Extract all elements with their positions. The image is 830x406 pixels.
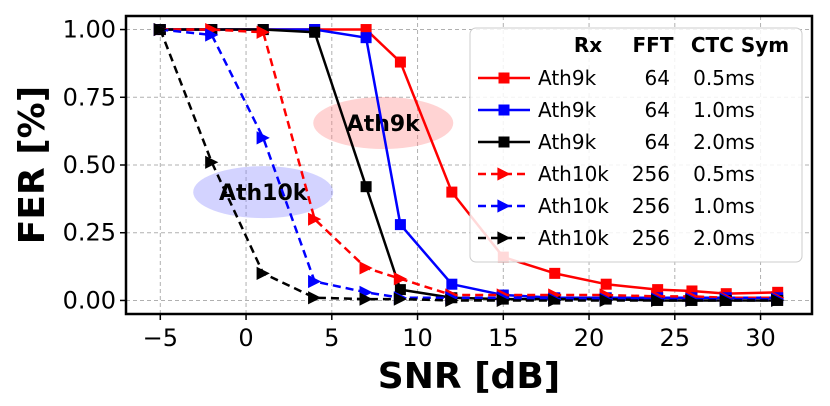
data-point xyxy=(686,285,698,297)
data-point xyxy=(498,104,510,116)
data-point xyxy=(599,293,613,308)
data-point xyxy=(497,231,511,245)
data-point xyxy=(393,272,407,286)
legend-rx: Ath9k xyxy=(538,130,597,154)
data-point xyxy=(256,131,270,145)
legend-fft: 64 xyxy=(645,98,670,122)
legend-ctc: 2.0ms xyxy=(693,226,755,250)
data-point xyxy=(685,293,699,308)
data-point xyxy=(359,261,373,275)
data-point xyxy=(497,199,511,213)
data-point xyxy=(205,28,219,42)
legend-rx: Ath10k xyxy=(538,194,609,218)
data-point xyxy=(393,292,407,306)
legend-fft: 64 xyxy=(645,130,670,154)
data-point xyxy=(308,291,322,305)
legend-ctc: 1.0ms xyxy=(693,98,755,122)
legend-header-cell: Rx xyxy=(574,33,602,57)
data-point xyxy=(600,278,612,290)
annotation-label: Ath10k xyxy=(219,181,309,206)
ticks: −5 0 5 10 15 20 25 30 0.00 0.25 0.50 0.75 1.00 xyxy=(63,16,776,352)
legend-fft: 256 xyxy=(632,162,670,186)
data-point xyxy=(394,284,406,296)
legend-header-cell: FFT xyxy=(633,33,674,57)
legend-rx: Ath9k xyxy=(538,98,597,122)
data-point xyxy=(394,56,406,68)
series-ath10k-256-2-0ms xyxy=(153,22,785,308)
data-point xyxy=(651,293,665,308)
data-point xyxy=(256,25,270,39)
data-point xyxy=(548,293,562,308)
data-point xyxy=(153,22,167,37)
legend-fft: 256 xyxy=(632,194,670,218)
y-axis-label: FER [%] xyxy=(12,86,53,244)
y-tick-label: 0.25 xyxy=(63,219,116,247)
data-point xyxy=(771,293,785,308)
x-tick-label: 0 xyxy=(238,324,253,352)
x-tick-label: 20 xyxy=(574,324,605,352)
data-point xyxy=(309,26,321,38)
legend-ctc: 2.0ms xyxy=(693,130,755,154)
y-tick-label: 0.50 xyxy=(63,151,116,179)
x-tick-label: 30 xyxy=(745,324,776,352)
data-point xyxy=(498,136,510,148)
y-tick-label: 1.00 xyxy=(63,16,116,44)
y-tick-label: 0.75 xyxy=(63,83,116,111)
legend-fft: 64 xyxy=(645,66,670,90)
data-point xyxy=(256,266,270,280)
data-point xyxy=(496,293,510,308)
data-point xyxy=(308,212,322,226)
data-point xyxy=(205,155,219,169)
data-point xyxy=(652,284,664,296)
data-point xyxy=(360,24,372,36)
data-point xyxy=(498,72,510,84)
x-tick-label: 15 xyxy=(488,324,519,352)
x-tick-label: −5 xyxy=(143,324,178,352)
legend-ctc: 1.0ms xyxy=(693,194,755,218)
x-axis-label: SNR [dB] xyxy=(378,356,560,397)
legend-ctc: 0.5ms xyxy=(693,66,755,90)
data-point xyxy=(445,293,459,308)
legend-rx: Ath10k xyxy=(538,162,609,186)
x-tick-label: 5 xyxy=(324,324,339,352)
data-point xyxy=(360,32,372,44)
legend: Rx FFT CTC Sym Ath9k 64 0.5ms Ath9k 64 1.0ms Ath9… xyxy=(469,27,803,263)
data-point xyxy=(394,219,406,231)
data-point xyxy=(308,274,322,289)
x-tick-label: 25 xyxy=(660,324,691,352)
data-point xyxy=(359,292,373,306)
data-point xyxy=(497,167,511,181)
data-point xyxy=(719,293,733,308)
data-point xyxy=(446,186,458,198)
data-point xyxy=(549,267,561,279)
legend-rx: Ath9k xyxy=(538,66,597,90)
x-tick-label: 10 xyxy=(402,324,433,352)
y-tick-label: 0.00 xyxy=(63,286,116,314)
legend-fft: 256 xyxy=(632,226,670,250)
legend-box xyxy=(469,27,803,263)
legend-rx: Ath10k xyxy=(538,226,609,250)
legend-ctc: 0.5ms xyxy=(693,162,755,186)
legend-header-cell: CTC Sym xyxy=(691,33,789,57)
data-point xyxy=(360,181,372,193)
annotation-ellipse xyxy=(193,166,334,219)
data-point xyxy=(446,278,458,290)
